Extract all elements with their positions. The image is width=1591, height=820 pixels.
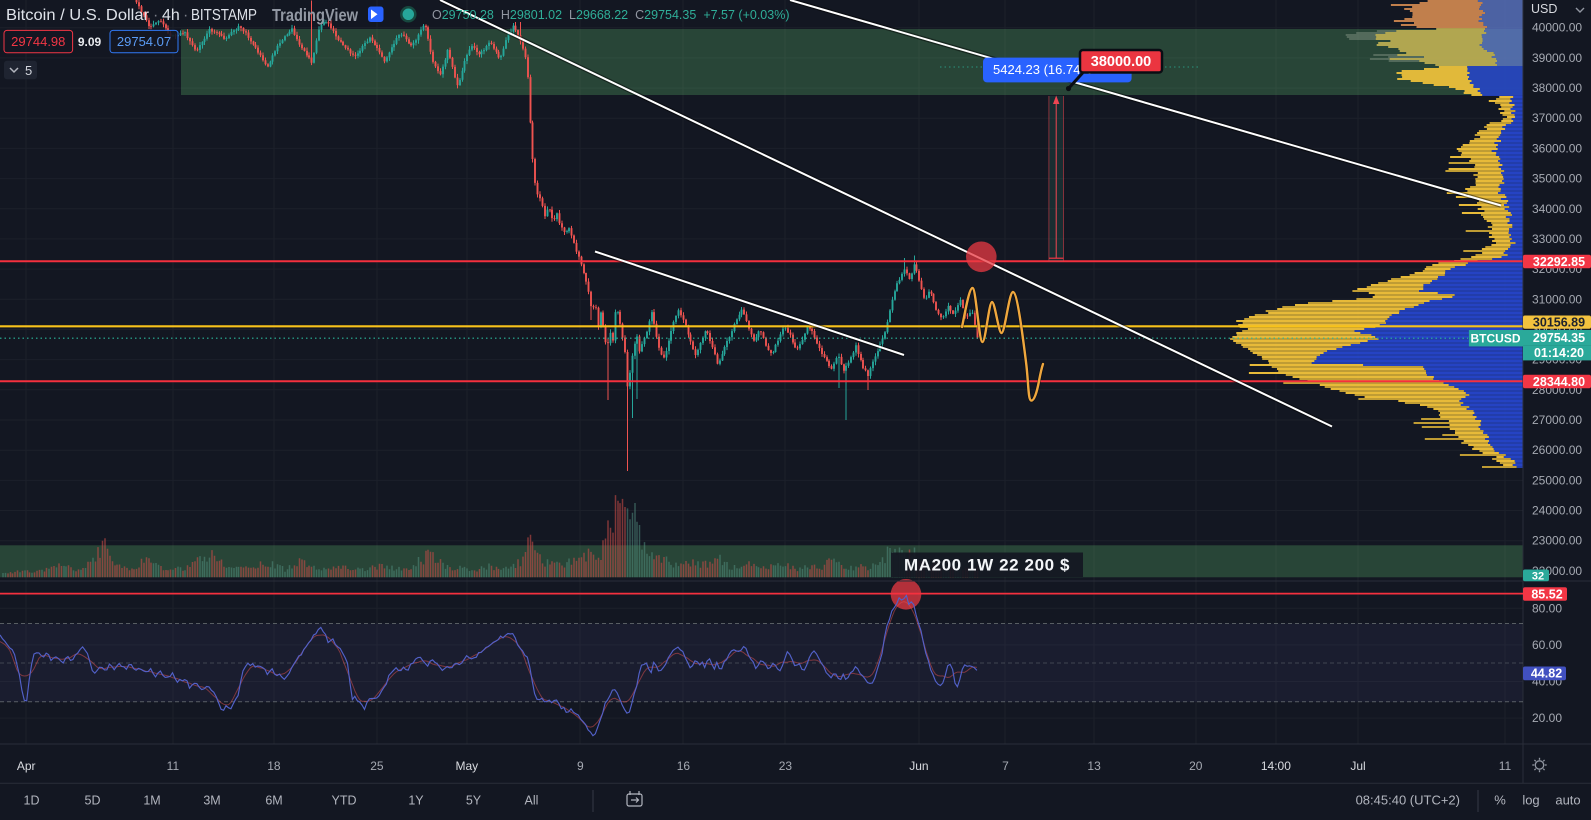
svg-text:11: 11 xyxy=(167,759,180,773)
svg-text:MA200 1W 22 200 $: MA200 1W 22 200 $ xyxy=(904,556,1070,575)
svg-text:4h: 4h xyxy=(162,7,180,24)
svg-text:44.82: 44.82 xyxy=(1531,667,1562,681)
svg-text:All: All xyxy=(525,794,539,808)
svg-text:11: 11 xyxy=(1499,759,1512,773)
svg-text:log: log xyxy=(1522,793,1539,808)
svg-text:20.00: 20.00 xyxy=(1532,711,1562,725)
svg-text:1Y: 1Y xyxy=(408,794,424,808)
svg-text:33000.00: 33000.00 xyxy=(1532,232,1582,246)
svg-text:5: 5 xyxy=(25,63,32,78)
svg-text:39000.00: 39000.00 xyxy=(1532,51,1582,65)
svg-text:Apr: Apr xyxy=(17,759,36,773)
svg-text:BTCUSD: BTCUSD xyxy=(1471,331,1521,345)
svg-text:YTD: YTD xyxy=(332,794,357,808)
svg-text:26000.00: 26000.00 xyxy=(1532,443,1582,457)
svg-text:08:45:40 (UTC+2): 08:45:40 (UTC+2) xyxy=(1356,793,1460,808)
svg-text:25000.00: 25000.00 xyxy=(1532,473,1582,487)
svg-text:·: · xyxy=(153,7,158,24)
svg-text:38000.00: 38000.00 xyxy=(1532,81,1582,95)
svg-text:Jul: Jul xyxy=(1350,759,1365,773)
svg-text:9: 9 xyxy=(577,759,584,773)
svg-text:5424.23 (16.74%: 5424.23 (16.74% xyxy=(993,62,1092,77)
svg-text:32: 32 xyxy=(1532,571,1544,583)
svg-text:23000.00: 23000.00 xyxy=(1532,534,1582,548)
svg-text:24000.00: 24000.00 xyxy=(1532,504,1582,518)
svg-text:16: 16 xyxy=(677,759,691,773)
svg-text:1M: 1M xyxy=(143,794,160,808)
svg-text:36000.00: 36000.00 xyxy=(1532,141,1582,155)
svg-text:29744.98: 29744.98 xyxy=(11,34,65,49)
svg-text:80.00: 80.00 xyxy=(1532,601,1562,615)
svg-text:·: · xyxy=(183,7,188,24)
svg-text:3M: 3M xyxy=(203,794,220,808)
svg-text:37000.00: 37000.00 xyxy=(1532,111,1582,125)
svg-text:Bitcoin / U.S. Dollar: Bitcoin / U.S. Dollar xyxy=(6,7,150,24)
svg-text:30156.89: 30156.89 xyxy=(1533,315,1585,329)
svg-text:27000.00: 27000.00 xyxy=(1532,413,1582,427)
svg-text:01:14:20: 01:14:20 xyxy=(1534,346,1584,360)
svg-text:18: 18 xyxy=(267,759,281,773)
svg-text:14:00: 14:00 xyxy=(1261,759,1291,773)
svg-text:29754.35: 29754.35 xyxy=(1533,331,1585,345)
svg-text:BITSTAMP: BITSTAMP xyxy=(191,7,257,24)
svg-text:TradingView: TradingView xyxy=(272,5,358,25)
svg-text:25: 25 xyxy=(370,759,384,773)
svg-text:13: 13 xyxy=(1087,759,1101,773)
svg-text:85.52: 85.52 xyxy=(1531,587,1562,601)
svg-text:40000.00: 40000.00 xyxy=(1532,21,1582,35)
svg-text:5D: 5D xyxy=(85,794,101,808)
svg-text:6M: 6M xyxy=(265,794,282,808)
svg-text:9.09: 9.09 xyxy=(78,35,102,49)
svg-text:29754.07: 29754.07 xyxy=(117,34,171,49)
svg-text:May: May xyxy=(455,759,478,773)
svg-text:32292.85: 32292.85 xyxy=(1533,255,1585,269)
svg-text:34000.00: 34000.00 xyxy=(1532,202,1582,216)
svg-text:7: 7 xyxy=(1002,759,1009,773)
svg-text:Jun: Jun xyxy=(909,759,928,773)
svg-text:28344.80: 28344.80 xyxy=(1533,375,1585,389)
svg-text:auto: auto xyxy=(1555,793,1580,808)
svg-text:USD: USD xyxy=(1531,2,1557,16)
svg-text:5Y: 5Y xyxy=(466,794,482,808)
svg-text:20: 20 xyxy=(1189,759,1203,773)
svg-text:31000.00: 31000.00 xyxy=(1532,292,1582,306)
svg-text:%: % xyxy=(1494,793,1506,808)
svg-text:23: 23 xyxy=(779,759,793,773)
svg-text:35000.00: 35000.00 xyxy=(1532,172,1582,186)
svg-text:60.00: 60.00 xyxy=(1532,638,1562,652)
svg-text:1D: 1D xyxy=(24,794,40,808)
svg-text:38000.00: 38000.00 xyxy=(1091,54,1151,70)
